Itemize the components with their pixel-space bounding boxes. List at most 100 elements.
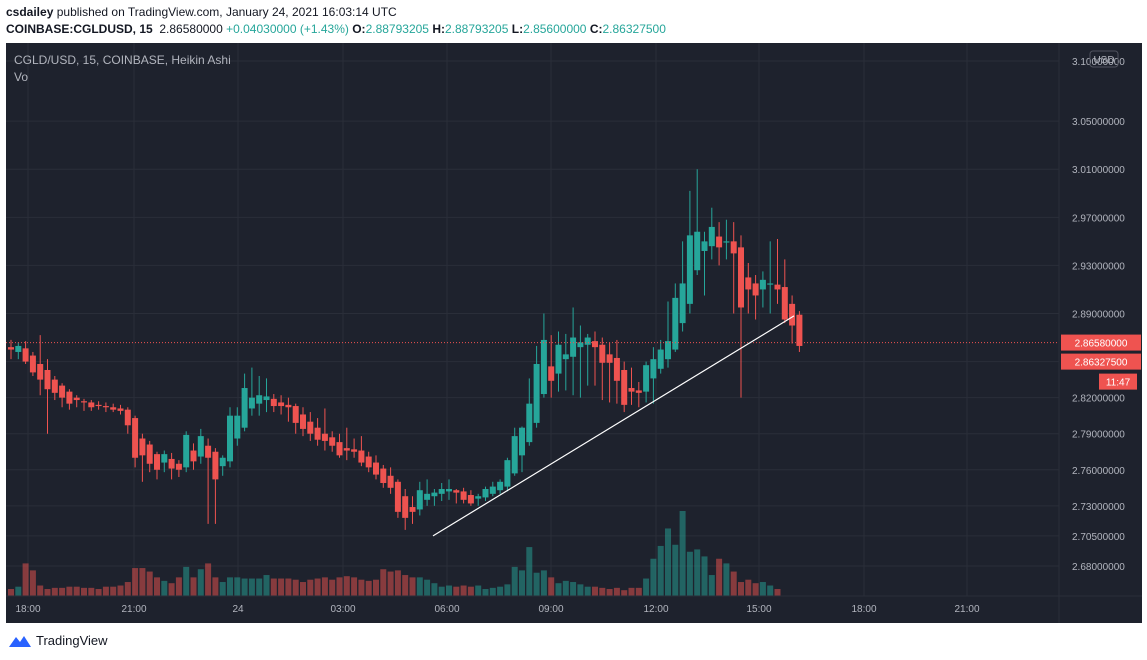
candle[interactable] — [263, 378, 270, 413]
candle[interactable] — [278, 395, 285, 415]
candle[interactable] — [22, 341, 29, 364]
candle[interactable] — [482, 486, 489, 502]
candle[interactable] — [95, 401, 102, 410]
candle[interactable] — [256, 376, 263, 416]
candle[interactable] — [37, 335, 44, 396]
candle[interactable] — [168, 452, 175, 480]
candle[interactable] — [139, 433, 146, 482]
candle[interactable] — [183, 431, 190, 473]
candle[interactable] — [613, 339, 620, 404]
candle[interactable] — [8, 339, 14, 360]
candle[interactable] — [679, 241, 686, 332]
candle[interactable] — [453, 489, 460, 504]
candle[interactable] — [110, 403, 117, 413]
candle[interactable] — [730, 222, 737, 314]
candle[interactable] — [796, 311, 803, 352]
candle[interactable] — [387, 467, 394, 494]
candle[interactable] — [380, 464, 387, 488]
candle[interactable] — [716, 222, 723, 266]
candle[interactable] — [124, 407, 131, 434]
candle[interactable] — [584, 333, 591, 386]
candle[interactable] — [394, 479, 401, 518]
candle[interactable] — [373, 455, 379, 480]
candle[interactable] — [248, 367, 255, 416]
candle[interactable] — [497, 479, 504, 494]
candle[interactable] — [409, 496, 416, 524]
candle[interactable] — [431, 489, 438, 506]
candle[interactable] — [424, 479, 431, 506]
candle[interactable] — [73, 395, 80, 408]
candle[interactable] — [300, 407, 306, 437]
candle[interactable] — [650, 347, 657, 404]
candle[interactable] — [592, 331, 598, 386]
candle[interactable] — [672, 283, 679, 352]
candle[interactable] — [686, 190, 693, 314]
candle[interactable] — [643, 361, 650, 403]
candle[interactable] — [738, 235, 744, 398]
price-axis[interactable]: 3.10000000 3.05000000 3.01000000 2.97000000… — [1072, 57, 1125, 573]
candle[interactable] — [511, 427, 518, 476]
candle[interactable] — [467, 490, 474, 506]
candle[interactable] — [533, 345, 540, 428]
candle[interactable] — [15, 342, 22, 360]
candle[interactable] — [102, 402, 109, 413]
candle[interactable] — [343, 427, 350, 461]
candle[interactable] — [438, 482, 445, 502]
candle[interactable] — [219, 455, 226, 476]
candle[interactable] — [504, 457, 511, 492]
candle[interactable] — [132, 415, 139, 468]
candle[interactable] — [29, 351, 36, 377]
candle[interactable] — [540, 313, 547, 398]
candle[interactable] — [774, 238, 781, 304]
candle[interactable] — [88, 400, 95, 411]
candle[interactable] — [599, 337, 606, 401]
candle[interactable] — [555, 331, 562, 392]
candle[interactable] — [285, 397, 292, 422]
candle[interactable] — [548, 335, 555, 398]
price-chart[interactable]: 3.10000000 3.05000000 3.01000000 2.97000000… — [6, 43, 1142, 623]
candle[interactable] — [519, 426, 525, 473]
candle[interactable] — [154, 451, 160, 480]
candle[interactable] — [577, 325, 584, 398]
candle[interactable] — [205, 438, 212, 524]
candle[interactable] — [161, 450, 168, 473]
candle[interactable] — [752, 275, 759, 320]
author-name[interactable]: csdailey — [6, 5, 54, 19]
candle[interactable] — [745, 262, 752, 314]
candle[interactable] — [402, 489, 409, 530]
candle[interactable] — [146, 440, 153, 473]
candle[interactable] — [475, 493, 482, 506]
candle[interactable] — [489, 481, 496, 497]
candle[interactable] — [628, 367, 635, 405]
candle[interactable] — [197, 428, 204, 464]
candle[interactable] — [336, 433, 343, 458]
candle[interactable] — [117, 404, 124, 415]
candle[interactable] — [606, 342, 613, 403]
chart-panel[interactable]: 3.10000000 3.05000000 3.01000000 2.97000000… — [6, 43, 1142, 623]
candle[interactable] — [190, 443, 197, 470]
candle[interactable] — [321, 408, 328, 451]
candle[interactable] — [66, 389, 73, 410]
candle[interactable] — [351, 438, 358, 458]
candle[interactable] — [314, 418, 321, 446]
candle[interactable] — [665, 301, 671, 368]
candle[interactable] — [759, 271, 766, 308]
candle[interactable] — [701, 231, 708, 296]
candle[interactable] — [51, 376, 58, 401]
candle[interactable] — [365, 451, 372, 473]
candle[interactable] — [446, 479, 452, 500]
candle[interactable] — [358, 436, 365, 467]
candle[interactable] — [460, 487, 467, 504]
candle[interactable] — [562, 333, 569, 391]
candle[interactable] — [292, 403, 299, 434]
candle[interactable] — [694, 169, 701, 276]
candle[interactable] — [635, 382, 642, 408]
brand-label[interactable]: TradingView — [36, 633, 108, 648]
candle[interactable] — [81, 398, 87, 411]
candle[interactable] — [708, 207, 715, 260]
candle[interactable] — [44, 359, 51, 434]
candle[interactable] — [416, 481, 423, 516]
candle[interactable] — [621, 361, 628, 413]
trendline[interactable] — [432, 315, 795, 537]
candle[interactable] — [767, 241, 774, 314]
